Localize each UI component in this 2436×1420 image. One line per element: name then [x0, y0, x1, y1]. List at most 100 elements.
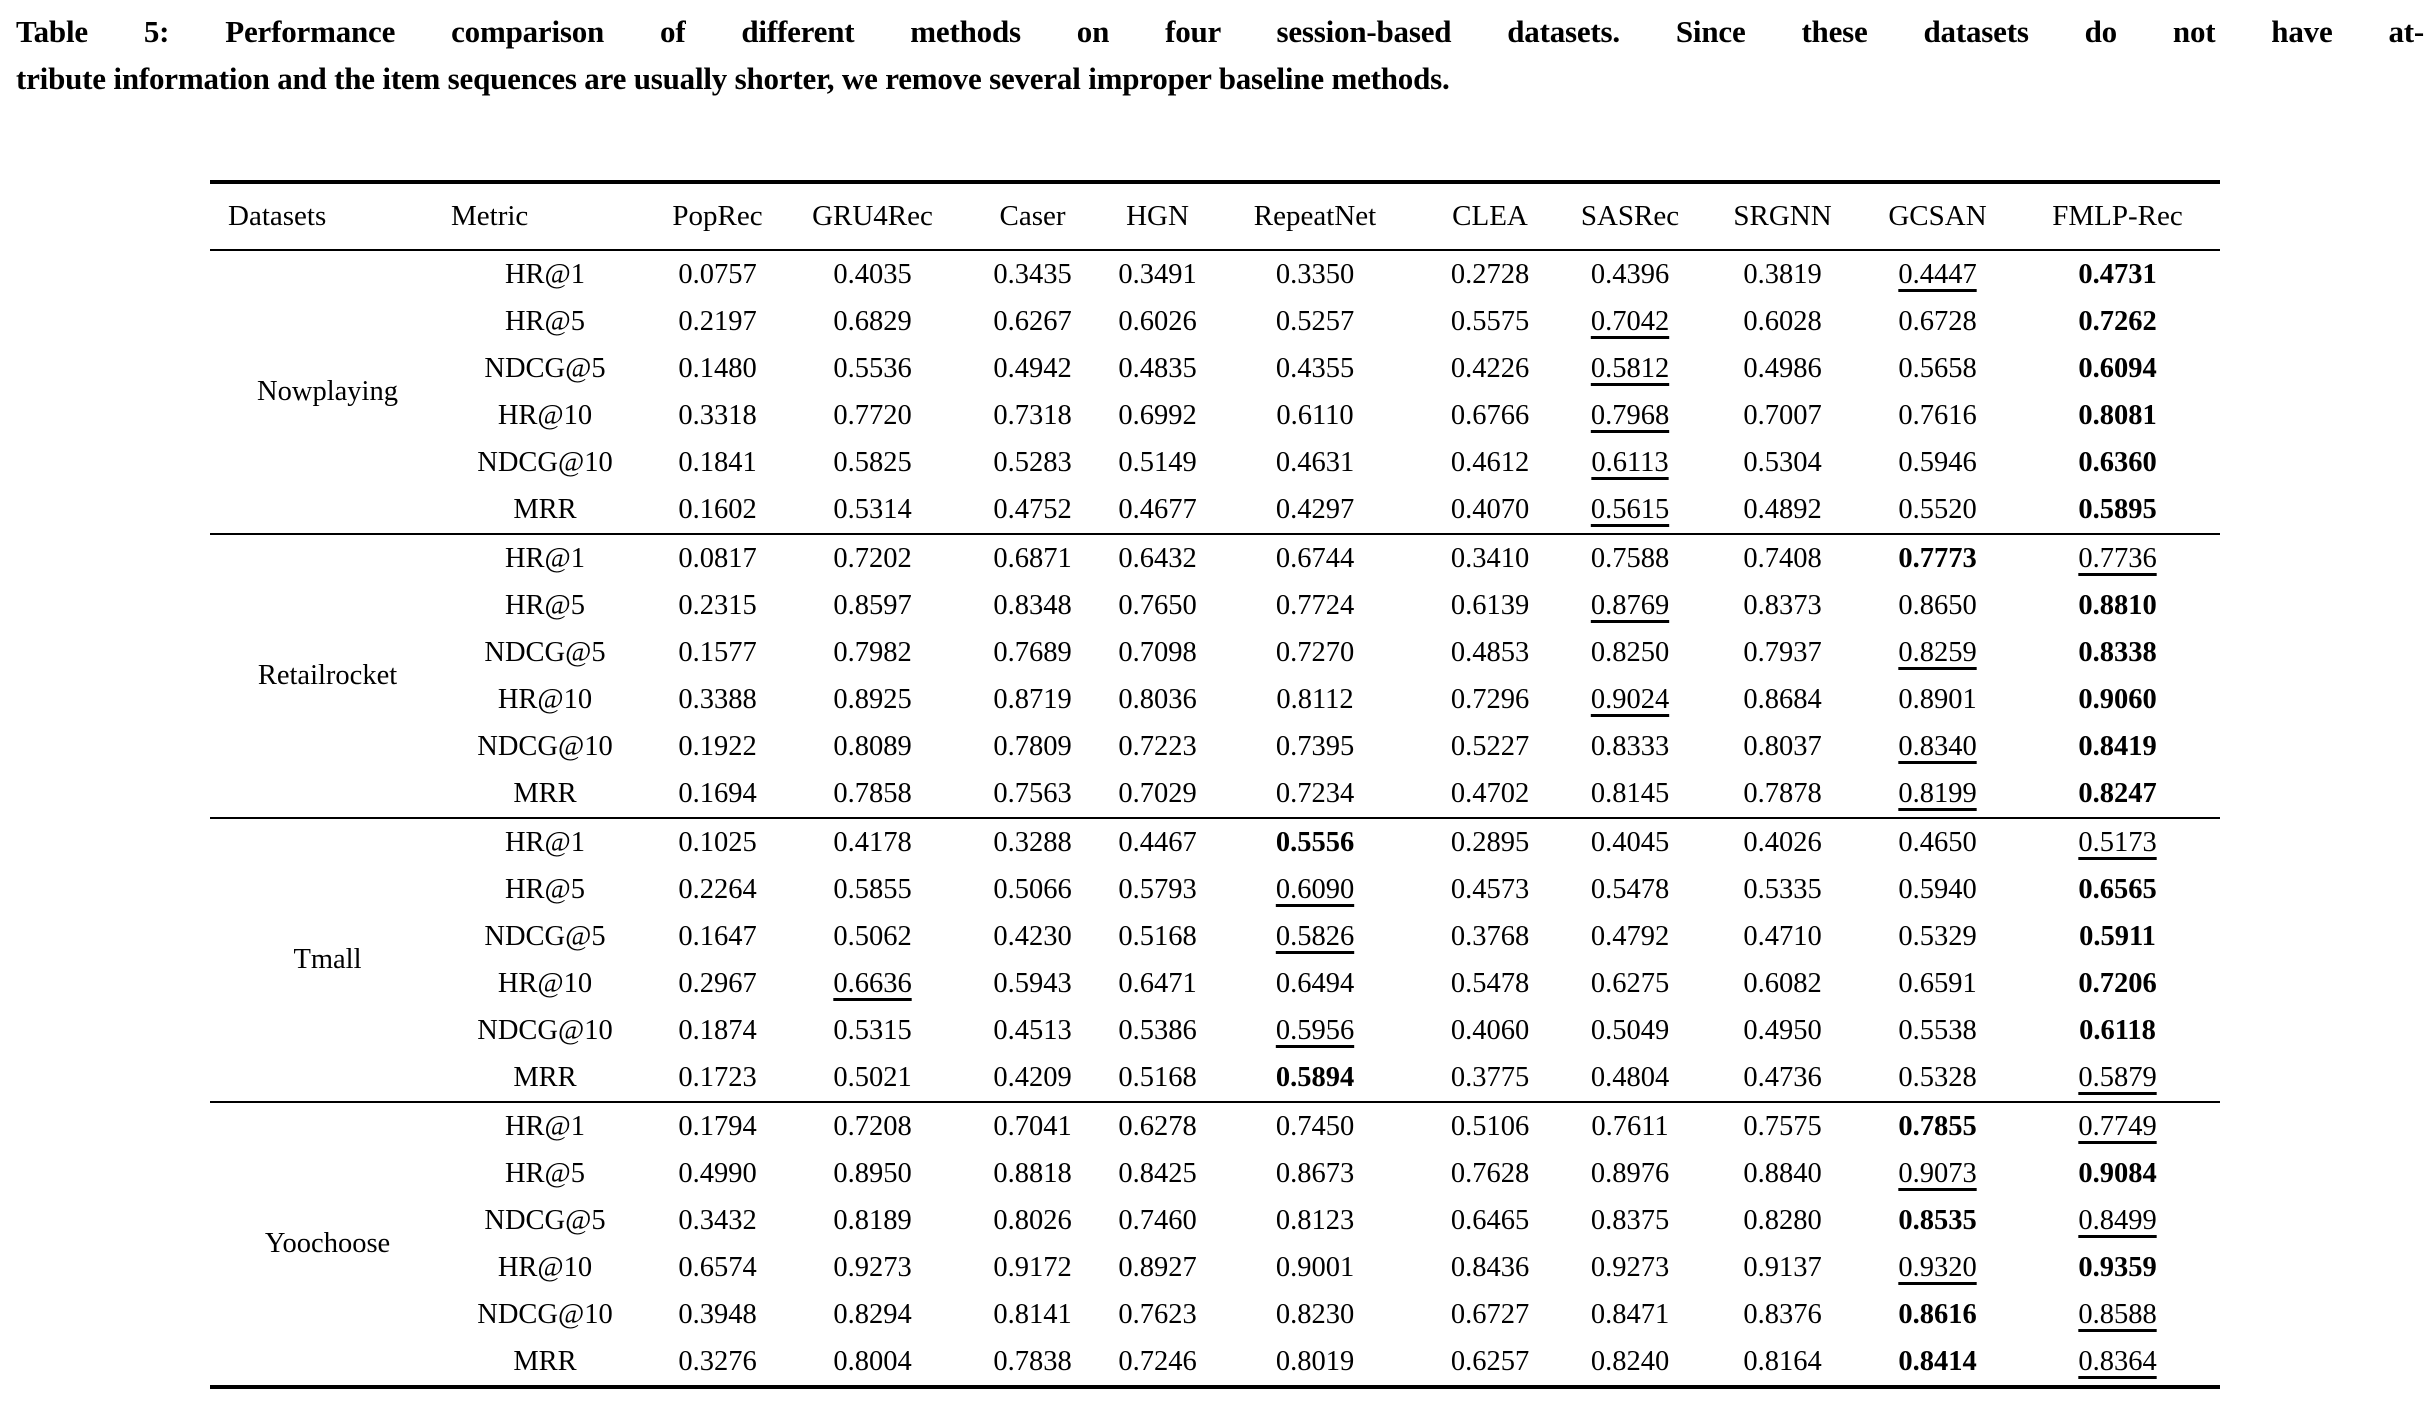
value-cell: 0.1480: [678, 352, 757, 384]
value-cell: 0.7270: [1275, 636, 1355, 668]
value-cell: 0.9273: [1590, 1251, 1670, 1283]
value-cell: 0.4467: [1118, 826, 1197, 858]
value-cell: 0.1025: [678, 826, 757, 858]
value-cell: 0.7408: [1743, 542, 1822, 574]
value-cell: 0.8333: [1590, 730, 1670, 762]
column-header-hgn: HGN: [1110, 182, 1205, 251]
metric-cell: HR@1: [504, 826, 586, 858]
metric-cell: HR@1: [504, 1110, 586, 1142]
metric-cell: NDCG@10: [477, 1298, 613, 1330]
value-cell: 0.9172: [993, 1251, 1072, 1283]
value-cell: 0.7628: [1450, 1157, 1530, 1189]
value-cell: 0.8925: [833, 683, 912, 715]
table-row: NDCG@5 0.3432 0.8189 0.8026 0.7460 0.8123 0.64…: [210, 1197, 2220, 1244]
value-cell: 0.6766: [1450, 399, 1530, 431]
metric-cell: NDCG@10: [477, 1014, 613, 1046]
column-header-clea: CLEA: [1425, 182, 1555, 251]
value-cell: 0.4892: [1743, 493, 1822, 525]
value-cell: 0.8684: [1743, 683, 1822, 715]
value-cell: 0.8597: [833, 589, 912, 621]
value-cell: 0.4209: [993, 1061, 1072, 1093]
value-cell: 0.5021: [833, 1061, 912, 1093]
value-cell: 0.4702: [1450, 777, 1530, 809]
value-cell: 0.8616: [1898, 1298, 1977, 1330]
value-cell: 0.6636: [833, 967, 912, 999]
metric-cell: MRR: [513, 1345, 577, 1377]
value-cell: 0.5062: [833, 920, 912, 952]
value-cell: 0.4230: [993, 920, 1072, 952]
dataset-label-tmall: Tmall: [293, 944, 362, 975]
value-cell: 0.7296: [1450, 683, 1530, 715]
value-cell: 0.8373: [1743, 589, 1822, 621]
value-cell: 0.3775: [1450, 1061, 1530, 1093]
value-cell: 0.7623: [1118, 1298, 1197, 1330]
value-cell: 0.7968: [1590, 399, 1670, 431]
value-cell: 0.5283: [993, 446, 1072, 478]
value-cell: 0.4835: [1118, 352, 1197, 384]
value-cell: 0.5825: [833, 446, 912, 478]
value-cell: 0.8037: [1743, 730, 1822, 762]
value-cell: 0.9084: [2078, 1157, 2157, 1189]
value-cell: 0.4677: [1118, 493, 1197, 525]
value-cell: 0.4070: [1450, 493, 1530, 525]
table-row: HR@10 0.2967 0.6636 0.5943 0.6471 0.6494 0.547…: [210, 960, 2220, 1007]
value-cell: 0.6278: [1118, 1110, 1197, 1142]
value-cell: 0.6026: [1118, 305, 1197, 337]
value-cell: 0.8189: [833, 1204, 912, 1236]
column-header-caser: Caser: [955, 182, 1110, 251]
table-row: HR@10 0.3388 0.8925 0.8719 0.8036 0.8112 0.729…: [210, 676, 2220, 723]
value-cell: 0.8026: [993, 1204, 1072, 1236]
value-cell: 0.1723: [678, 1061, 757, 1093]
value-cell: 0.5879: [2078, 1061, 2157, 1093]
value-cell: 0.4226: [1450, 352, 1530, 384]
value-cell: 0.5556: [1275, 826, 1355, 858]
value-cell: 0.4035: [833, 258, 912, 290]
value-cell: 0.6727: [1450, 1298, 1530, 1330]
value-cell: 0.7563: [993, 777, 1072, 809]
value-cell: 0.7206: [2078, 967, 2157, 999]
value-cell: 0.8901: [1898, 683, 1977, 715]
value-cell: 0.9137: [1743, 1251, 1822, 1283]
value-cell: 0.5066: [993, 873, 1072, 905]
value-cell: 0.1922: [678, 730, 757, 762]
value-cell: 0.7575: [1743, 1110, 1822, 1142]
value-cell: 0.5168: [1118, 920, 1197, 952]
metric-cell: HR@5: [504, 873, 586, 905]
metric-cell: NDCG@10: [477, 446, 613, 478]
table-row: NDCG@10 0.3948 0.8294 0.8141 0.7623 0.8230 0.6…: [210, 1291, 2220, 1338]
metric-cell: NDCG@10: [477, 730, 613, 762]
value-cell: 0.4573: [1450, 873, 1530, 905]
value-cell: 0.4513: [993, 1014, 1072, 1046]
table-header: Datasets Metric PopRec GRU4Rec Caser HGN Repea…: [210, 182, 2220, 251]
value-cell: 0.7042: [1590, 305, 1670, 337]
value-cell: 0.5812: [1590, 352, 1670, 384]
value-cell: 0.4986: [1743, 352, 1822, 384]
value-cell: 0.8247: [2078, 777, 2157, 809]
value-cell: 0.5173: [2078, 826, 2157, 858]
value-cell: 0.5956: [1275, 1014, 1355, 1046]
value-cell: 0.0817: [678, 542, 757, 574]
value-cell: 0.7689: [993, 636, 1072, 668]
table-row: MRR 0.1694 0.7858 0.7563 0.7029 0.7234 0.4702 0…: [210, 770, 2220, 818]
value-cell: 0.4447: [1898, 258, 1977, 290]
column-header-gru4rec: GRU4Rec: [790, 182, 955, 251]
value-cell: 0.6992: [1118, 399, 1197, 431]
results-table: Datasets Metric PopRec GRU4Rec Caser HGN Repea…: [210, 180, 2220, 1389]
value-cell: 0.8164: [1743, 1345, 1822, 1377]
value-cell: 0.5335: [1743, 873, 1822, 905]
value-cell: 0.6829: [833, 305, 912, 337]
value-cell: 0.9320: [1898, 1251, 1977, 1283]
value-cell: 0.8673: [1275, 1157, 1355, 1189]
value-cell: 0.8112: [1276, 683, 1354, 715]
value-cell: 0.8950: [833, 1157, 912, 1189]
value-cell: 0.8019: [1275, 1345, 1355, 1377]
table-row: NDCG@5 0.1577 0.7982 0.7689 0.7098 0.7270 0.48…: [210, 629, 2220, 676]
value-cell: 0.7460: [1118, 1204, 1197, 1236]
value-cell: 0.1602: [678, 493, 757, 525]
value-cell: 0.6139: [1450, 589, 1530, 621]
value-cell: 0.5168: [1118, 1061, 1197, 1093]
value-cell: 0.8348: [993, 589, 1072, 621]
value-cell: 0.5793: [1118, 873, 1197, 905]
value-cell: 0.8089: [833, 730, 912, 762]
value-cell: 0.5943: [993, 967, 1072, 999]
